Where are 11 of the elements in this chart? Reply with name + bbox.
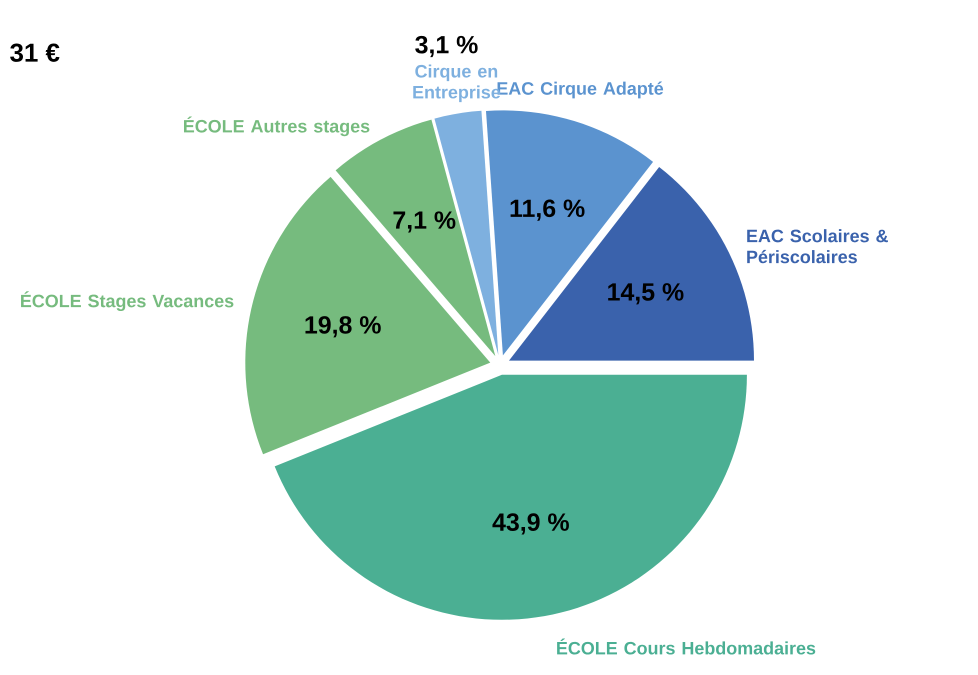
slice-label: ÉCOLE Stages Vacances — [21, 291, 234, 311]
slice-label: ÉCOLE Cours Hebdomadaires — [557, 638, 816, 655]
slice-label: EAC Scolaires & Périscolaires — [747, 229, 888, 264]
text: 31 € — [10, 44, 60, 62]
data-label: 3,1 % — [415, 36, 478, 58]
data-label: 7,1 % — [393, 211, 456, 233]
data-label: 14,5 % — [608, 283, 684, 304]
data-label: 43,9 % — [492, 513, 569, 535]
data-label: 19,8 % — [305, 316, 381, 338]
data-label: 11,6 % — [510, 199, 585, 221]
slice-label: ÉCOLE Autres stages — [184, 116, 370, 136]
